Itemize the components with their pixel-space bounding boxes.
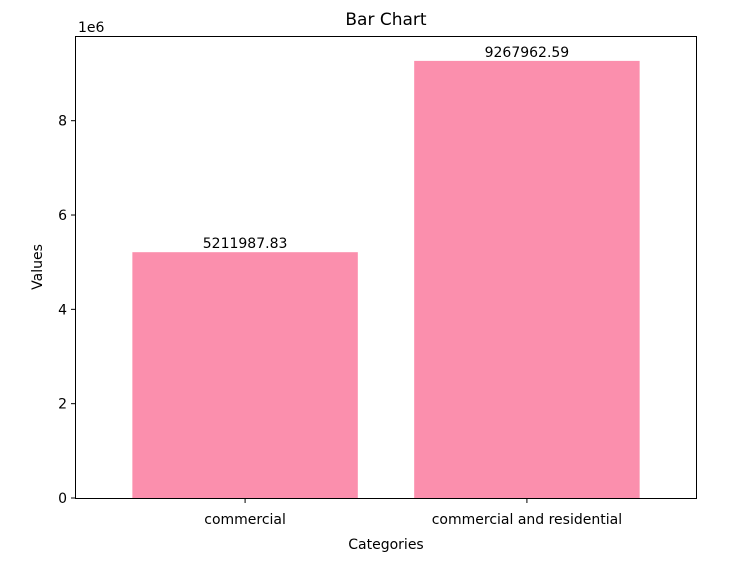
y-offset-label: 1e6 <box>78 20 105 36</box>
x-axis-label: Categories <box>348 537 423 553</box>
bar-0 <box>132 252 358 498</box>
bar-1 <box>414 60 640 499</box>
bar-data-label-1: 9267962.59 <box>485 45 570 61</box>
bar-data-label-0: 5211987.83 <box>203 236 288 252</box>
y-tick-label-3: 6 <box>58 208 67 224</box>
y-tick-label-4: 8 <box>58 114 67 130</box>
y-axis-label: Values <box>30 244 46 290</box>
y-tick-label-1: 2 <box>58 397 67 413</box>
x-ticks-group: commercial commercial and residential <box>204 498 622 528</box>
plot-frame <box>75 36 697 499</box>
x-tick-label-1: commercial and residential <box>432 512 622 528</box>
x-tick-label-0: commercial <box>204 512 286 528</box>
chart-title: Bar Chart <box>345 10 427 30</box>
bar-labels-group: 5211987.83 9267962.59 <box>203 45 569 252</box>
bars-group <box>132 60 640 499</box>
y-tick-label-0: 0 <box>58 491 67 507</box>
y-tick-label-2: 4 <box>58 302 67 318</box>
y-ticks-group: 0 2 4 6 8 <box>58 114 76 507</box>
